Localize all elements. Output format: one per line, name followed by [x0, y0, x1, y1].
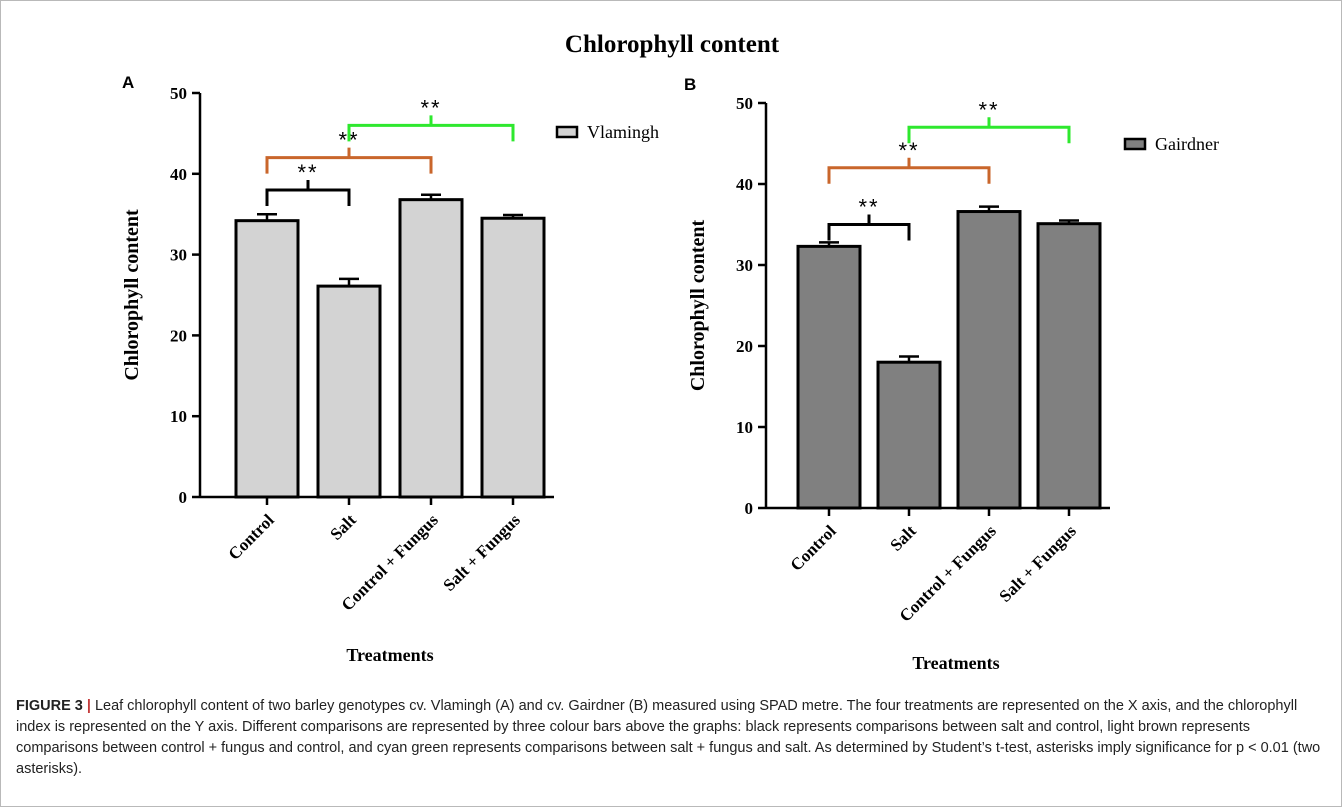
y-axis-label: Chlorophyll content [687, 220, 709, 392]
y-tick-label: 40 [736, 175, 753, 194]
significance-label: ** [978, 97, 999, 122]
y-tick-label: 50 [736, 94, 753, 113]
y-tick-label: 30 [736, 256, 753, 275]
legend-swatch [555, 125, 579, 139]
panel-b-chart: B 0 10 20 30 40 50 Chlorophyll content Control Sa… [684, 75, 1219, 673]
significance-label: ** [858, 195, 879, 220]
y-tick-label: 10 [170, 407, 187, 426]
y-tick-label: 30 [170, 246, 187, 265]
significance-bracket [347, 115, 515, 142]
y-tick-label: 10 [736, 418, 753, 437]
significance-bracket [265, 179, 351, 206]
bar [398, 198, 464, 499]
y-tick-label: 50 [170, 84, 187, 103]
caption-separator: | [86, 698, 91, 714]
x-tick-label: Salt [326, 510, 360, 544]
panel-label: B [684, 75, 696, 94]
x-tick-label: Salt + Fungus [995, 521, 1080, 606]
y-tick-label: 0 [179, 488, 188, 507]
figure-charts: Chlorophyll content A 0 10 20 30 40 50 Chloroph… [121, 31, 1219, 673]
y-tick-label: 20 [170, 326, 187, 345]
caption-text: Leaf chlorophyll content of two barley g… [16, 698, 1321, 777]
bar [796, 244, 862, 510]
bar [480, 216, 546, 499]
bar [876, 360, 942, 510]
y-tick-label: 40 [170, 165, 187, 184]
legend-label: Gairdner [1155, 134, 1219, 154]
significance-label: ** [898, 138, 919, 163]
y-tick-label: 0 [745, 499, 754, 518]
x-axis-label: Treatments [346, 645, 433, 665]
significance-label: ** [297, 160, 318, 185]
caption-label: FIGURE 3 [16, 698, 83, 714]
y-tick-label: 20 [736, 337, 753, 356]
significance-bracket [827, 157, 991, 184]
panel-label: A [122, 73, 134, 92]
significance-bracket [907, 117, 1071, 144]
legend-label: Vlamingh [587, 122, 659, 142]
figure-title: Chlorophyll content [565, 31, 780, 58]
bar [1036, 222, 1102, 510]
x-tick-label: Salt [886, 521, 920, 555]
bar [234, 219, 300, 499]
bar [956, 210, 1022, 510]
bar [316, 284, 382, 499]
panel-a-chart: A 0 10 20 30 40 50 Chlorophyll content Control Sa… [121, 73, 659, 665]
x-tick-label: Control [787, 521, 840, 574]
x-tick-label: Control [225, 510, 278, 563]
legend-swatch [1123, 137, 1147, 151]
significance-bracket [265, 147, 433, 174]
x-tick-label: Salt + Fungus [439, 510, 524, 595]
y-axis-label: Chlorophyll content [121, 209, 143, 381]
significance-bracket [827, 214, 911, 241]
figure-caption: FIGURE 3 | Leaf chlorophyll content of two… [16, 696, 1328, 780]
x-axis-label: Treatments [912, 653, 999, 673]
significance-label: ** [420, 95, 441, 120]
